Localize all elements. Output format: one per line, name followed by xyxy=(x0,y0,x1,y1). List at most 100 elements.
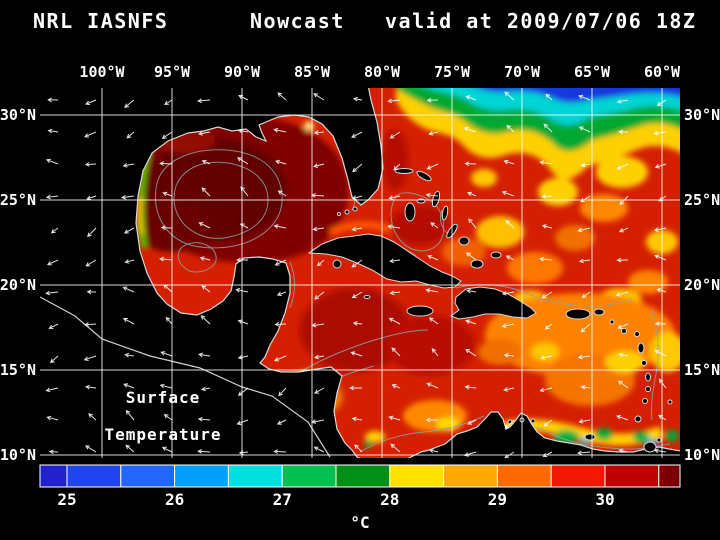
current-vector xyxy=(124,352,135,358)
current-vector xyxy=(161,131,173,139)
current-vector xyxy=(577,354,591,360)
island xyxy=(441,205,449,221)
current-vector xyxy=(393,163,401,171)
current-vector xyxy=(273,224,287,229)
current-vector xyxy=(430,222,439,229)
island xyxy=(344,209,350,215)
axis-labels: 100°W 95°W 90°W 85°W 80°W 75°W 70°W 65°W 60°W 30°… xyxy=(0,63,720,464)
colorbar-segment xyxy=(120,464,176,488)
island xyxy=(363,295,371,299)
current-vector xyxy=(84,445,97,453)
island xyxy=(645,386,651,392)
current-vector xyxy=(237,355,249,360)
current-vector xyxy=(464,161,477,167)
current-vector xyxy=(354,444,363,453)
current-vector xyxy=(658,414,667,421)
current-vector xyxy=(198,131,211,136)
current-vector xyxy=(201,159,211,165)
sst-blob xyxy=(364,440,372,448)
current-vector xyxy=(618,352,629,358)
current-vector xyxy=(201,285,211,293)
current-vector xyxy=(428,131,439,136)
title-left: NRL IASNFS xyxy=(33,9,168,33)
map-area xyxy=(40,88,680,458)
current-vector xyxy=(391,384,401,389)
current-vector xyxy=(615,291,629,297)
current-vector xyxy=(617,380,629,389)
colorbar-segment xyxy=(281,464,337,488)
sst-blob xyxy=(306,123,312,129)
current-vector xyxy=(544,323,553,330)
current-vector xyxy=(431,347,439,357)
current-vector xyxy=(578,126,591,133)
current-vector xyxy=(273,449,287,454)
sst-blob xyxy=(507,252,563,284)
current-vector xyxy=(465,319,477,325)
current-vector xyxy=(238,94,249,101)
island xyxy=(394,168,414,174)
current-vector xyxy=(580,384,591,390)
colorbar-segment xyxy=(389,464,445,488)
island xyxy=(667,399,673,405)
lat-label-left: 25°N xyxy=(0,191,36,209)
lat-label-right: 30°N xyxy=(684,106,720,124)
sst-blob xyxy=(428,88,680,125)
current-vector xyxy=(389,258,401,264)
current-vector xyxy=(467,419,477,425)
sst-blob xyxy=(633,431,649,443)
sst-blob xyxy=(553,430,579,444)
current-vector xyxy=(390,443,401,453)
current-vector xyxy=(578,258,591,264)
lat-label-right: 20°N xyxy=(684,276,720,294)
current-vector xyxy=(165,316,173,325)
current-vector xyxy=(539,160,553,165)
sst-blob xyxy=(436,417,460,431)
map-label-surface: Surface xyxy=(126,388,200,407)
current-vector xyxy=(122,318,135,325)
lon-label: 60°W xyxy=(644,63,681,81)
sst-field xyxy=(134,88,680,448)
current-vector xyxy=(580,162,591,168)
current-vector xyxy=(653,448,667,454)
current-vector xyxy=(124,99,135,108)
title-center: Nowcast xyxy=(250,9,345,33)
current-vector xyxy=(351,195,363,200)
current-vector xyxy=(85,259,97,267)
island xyxy=(643,441,657,453)
current-vector xyxy=(88,413,97,421)
current-vector xyxy=(85,99,97,106)
colorbar-segment xyxy=(550,464,606,488)
current-vector xyxy=(352,163,363,173)
island xyxy=(530,418,536,424)
current-vector xyxy=(504,451,515,458)
current-vector xyxy=(466,288,477,294)
current-vector xyxy=(389,131,401,139)
current-vector xyxy=(388,317,401,325)
current-vector xyxy=(200,315,211,325)
current-vector xyxy=(351,226,363,232)
lon-label: 75°W xyxy=(434,63,471,81)
current-vector xyxy=(237,128,249,134)
current-vector xyxy=(46,415,59,421)
lat-label-left: 15°N xyxy=(0,361,36,379)
lat-label-left: 10°N xyxy=(0,446,36,464)
contour-line xyxy=(650,309,659,421)
current-vector xyxy=(84,322,97,327)
current-vector xyxy=(581,291,591,299)
colorbar-tick-label: 26 xyxy=(165,490,184,509)
colorbar-tick-labels: 25 26 27 28 29 30 xyxy=(57,490,614,509)
current-vector xyxy=(425,288,439,293)
contour-line xyxy=(173,161,269,239)
island xyxy=(609,319,615,325)
current-vector xyxy=(123,227,135,234)
island xyxy=(332,259,342,269)
current-vector xyxy=(313,163,325,168)
current-vector xyxy=(539,256,553,262)
current-vector xyxy=(349,385,362,391)
americas-mainland xyxy=(40,88,680,458)
current-vector xyxy=(159,256,173,262)
current-vector xyxy=(277,190,287,197)
current-vector xyxy=(237,387,249,396)
current-vector xyxy=(235,287,249,293)
current-vector xyxy=(313,130,325,135)
